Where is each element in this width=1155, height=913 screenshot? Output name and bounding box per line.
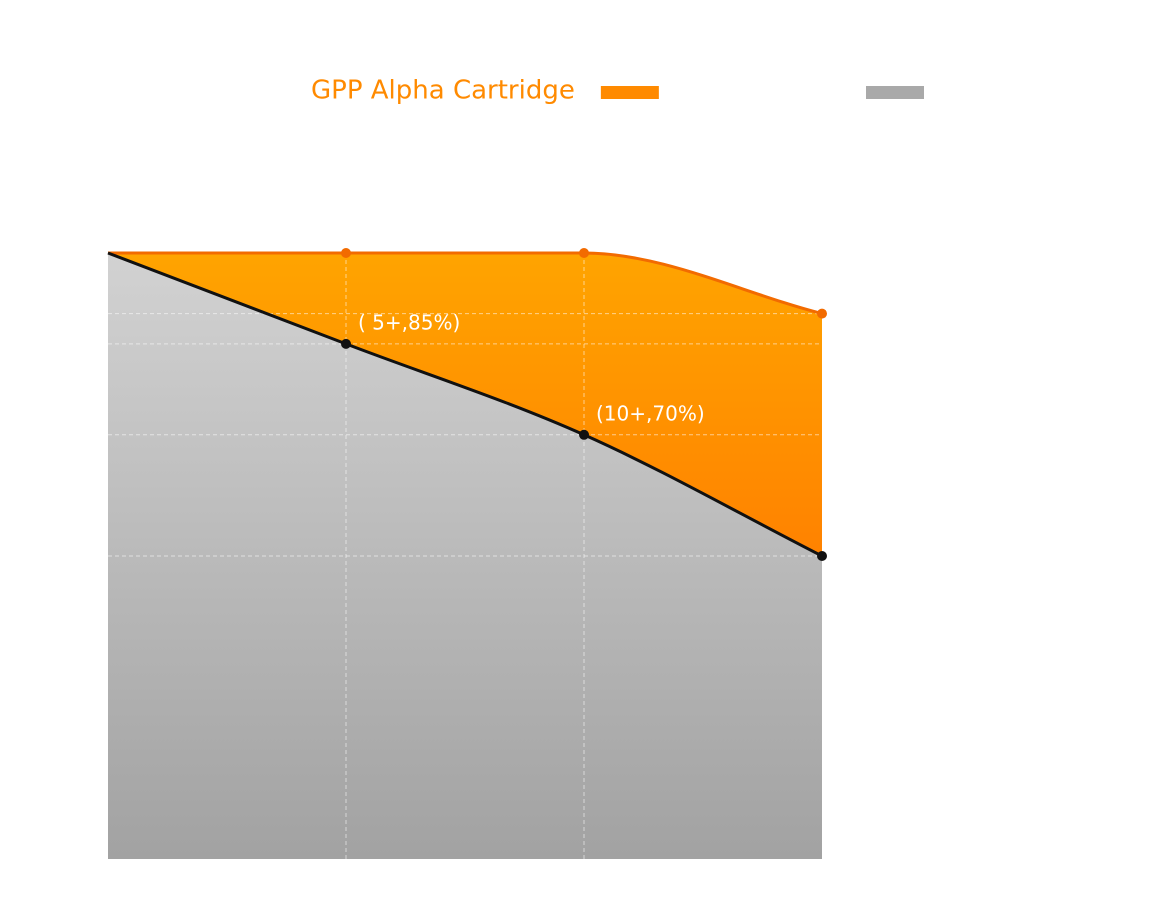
data-label: ( 5+,85%): [358, 310, 460, 334]
data-label: (10+,70%): [596, 401, 705, 425]
legend-label: GPP Alpha Cartridge: [311, 76, 575, 106]
point: [579, 248, 589, 258]
plot-area: ( 5+,85%) (10+,70%): [107, 248, 827, 859]
point: [817, 308, 827, 319]
line: [107, 251, 823, 558]
line: [108, 251, 823, 316]
point: [341, 338, 351, 349]
legend-swatch: [866, 86, 924, 99]
point: [579, 429, 589, 440]
point: [341, 248, 351, 258]
legend-swatch: [600, 86, 659, 99]
point: [817, 551, 827, 561]
legend: GPP Alpha Cartridge: [311, 76, 924, 106]
